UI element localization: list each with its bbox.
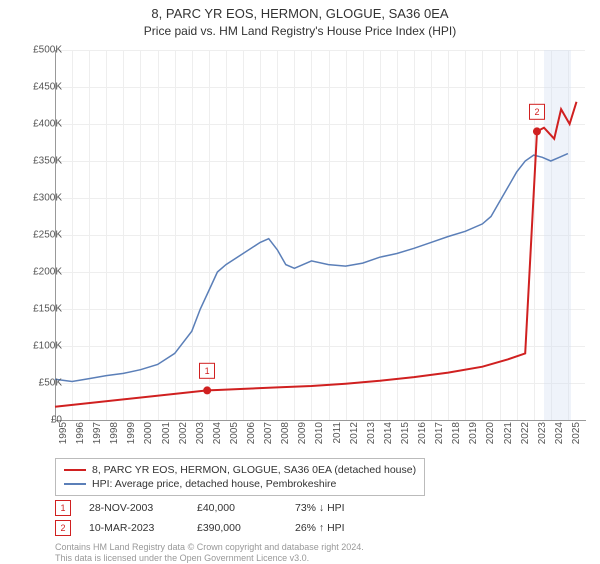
ytick-label: £500K	[12, 45, 62, 56]
xtick-label: 2013	[366, 422, 377, 452]
xtick-label: 2022	[520, 422, 531, 452]
ytick-label: £400K	[12, 119, 62, 130]
xtick-label: 2015	[400, 422, 411, 452]
xtick-label: 2012	[349, 422, 360, 452]
xtick-label: 2010	[314, 422, 325, 452]
sale-delta: 73% ↓ HPI	[295, 502, 375, 514]
ytick-label: £250K	[12, 230, 62, 241]
xtick-label: 2024	[554, 422, 565, 452]
xtick-label: 1999	[126, 422, 137, 452]
series-line	[55, 154, 568, 382]
xtick-label: 2008	[280, 422, 291, 452]
xtick-label: 2016	[417, 422, 428, 452]
xtick-label: 2018	[451, 422, 462, 452]
xtick-label: 1995	[58, 422, 69, 452]
xtick-label: 2004	[212, 422, 223, 452]
xtick-label: 2020	[485, 422, 496, 452]
sale-badge: 2	[55, 520, 71, 536]
xtick-label: 2025	[571, 422, 582, 452]
xtick-label: 2006	[246, 422, 257, 452]
credits-line: Contains HM Land Registry data © Crown c…	[55, 542, 364, 553]
xtick-label: 2003	[195, 422, 206, 452]
credits: Contains HM Land Registry data © Crown c…	[55, 542, 364, 564]
ytick-label: £350K	[12, 156, 62, 167]
ytick-label: £300K	[12, 193, 62, 204]
ytick-label: £450K	[12, 82, 62, 93]
ytick-label: £100K	[12, 341, 62, 352]
sale-date: 10-MAR-2023	[89, 522, 179, 534]
marker-badge: 2	[529, 104, 545, 120]
xtick-label: 1997	[92, 422, 103, 452]
legend-swatch	[64, 469, 86, 471]
plot-svg	[55, 50, 585, 420]
sale-marker	[533, 127, 541, 135]
xtick-label: 2011	[332, 422, 343, 452]
xtick-label: 2009	[297, 422, 308, 452]
sale-badge: 1	[55, 500, 71, 516]
series-line	[55, 102, 577, 407]
legend-label: HPI: Average price, detached house, Pemb…	[92, 478, 336, 490]
legend: 8, PARC YR EOS, HERMON, GLOGUE, SA36 0EA…	[55, 458, 425, 496]
ytick-label: £200K	[12, 267, 62, 278]
sale-price: £40,000	[197, 502, 277, 514]
xtick-label: 2021	[503, 422, 514, 452]
marker-badge: 1	[199, 363, 215, 379]
legend-item: 8, PARC YR EOS, HERMON, GLOGUE, SA36 0EA…	[64, 463, 416, 477]
credits-line: This data is licensed under the Open Gov…	[55, 553, 364, 564]
xtick-label: 1996	[75, 422, 86, 452]
xtick-label: 2001	[161, 422, 172, 452]
ytick-label: £0	[12, 415, 62, 426]
ytick-label: £150K	[12, 304, 62, 315]
xtick-label: 2023	[537, 422, 548, 452]
xtick-label: 1998	[109, 422, 120, 452]
chart-title: 8, PARC YR EOS, HERMON, GLOGUE, SA36 0EA	[0, 0, 600, 21]
xtick-label: 2002	[178, 422, 189, 452]
xtick-label: 2007	[263, 422, 274, 452]
legend-swatch	[64, 483, 86, 485]
sale-price: £390,000	[197, 522, 277, 534]
sale-date: 28-NOV-2003	[89, 502, 179, 514]
chart-container: 8, PARC YR EOS, HERMON, GLOGUE, SA36 0EA…	[0, 0, 600, 560]
sale-marker	[203, 386, 211, 394]
legend-label: 8, PARC YR EOS, HERMON, GLOGUE, SA36 0EA…	[92, 464, 416, 476]
chart-subtitle: Price paid vs. HM Land Registry's House …	[0, 21, 600, 38]
xtick-label: 2000	[143, 422, 154, 452]
xtick-label: 2005	[229, 422, 240, 452]
sale-row: 2 10-MAR-2023 £390,000 26% ↑ HPI	[55, 520, 375, 536]
sale-delta: 26% ↑ HPI	[295, 522, 375, 534]
ytick-label: £50K	[12, 378, 62, 389]
xtick-label: 2014	[383, 422, 394, 452]
sale-row: 1 28-NOV-2003 £40,000 73% ↓ HPI	[55, 500, 375, 516]
legend-item: HPI: Average price, detached house, Pemb…	[64, 477, 416, 491]
xtick-label: 2017	[434, 422, 445, 452]
xtick-label: 2019	[468, 422, 479, 452]
